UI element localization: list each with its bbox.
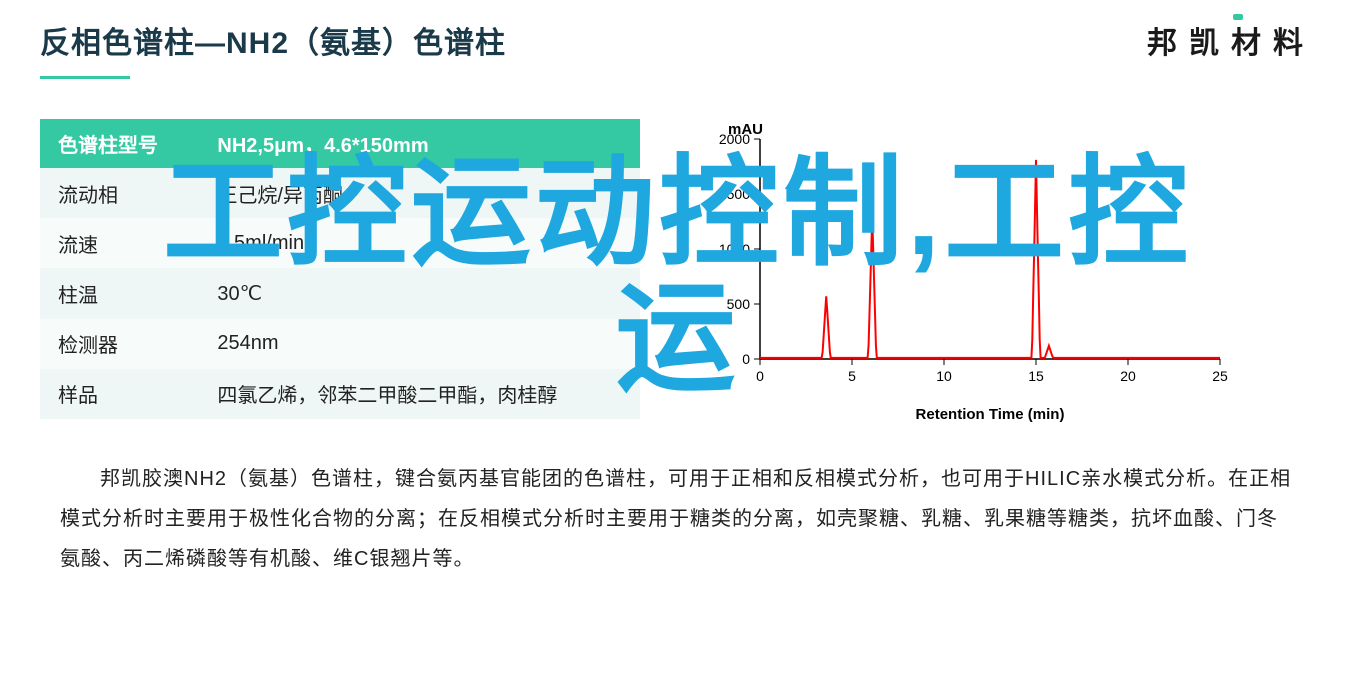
- svg-text:500: 500: [727, 296, 751, 312]
- svg-text:10: 10: [936, 368, 952, 384]
- cell-value: 0.5ml/min: [199, 218, 640, 268]
- th-model-value: NH2,5μm，4.6*150mm: [199, 119, 640, 168]
- chromatogram-chart: mAU 05001000150020000510152025 Retention…: [680, 119, 1240, 419]
- svg-text:0: 0: [742, 351, 750, 367]
- th-model-label: 色谱柱型号: [40, 119, 199, 168]
- table-header-row: 色谱柱型号 NH2,5μm，4.6*150mm: [40, 119, 640, 168]
- cell-label: 检测器: [40, 319, 199, 369]
- cell-value: 30℃: [199, 268, 640, 318]
- chart-y-label: mAU: [728, 121, 763, 138]
- brand-text: 邦凯材料: [1147, 27, 1315, 60]
- table-row: 流速0.5ml/min: [40, 218, 640, 268]
- svg-text:0: 0: [756, 368, 764, 384]
- content-row: 色谱柱型号 NH2,5μm，4.6*150mm 流动相正己烷/异丙酮流速0.5m…: [0, 89, 1355, 419]
- cell-label: 柱温: [40, 268, 199, 318]
- chart-x-label: Retention Time (min): [680, 406, 1240, 423]
- brand-dot-icon: [1233, 14, 1243, 20]
- spec-table: 色谱柱型号 NH2,5μm，4.6*150mm 流动相正己烷/异丙酮流速0.5m…: [40, 119, 640, 419]
- brand-logo: 邦凯材料: [1147, 18, 1315, 62]
- svg-text:5: 5: [848, 368, 856, 384]
- title-underline: [40, 76, 130, 79]
- chart-svg: 05001000150020000510152025: [680, 119, 1240, 399]
- svg-text:1000: 1000: [719, 241, 750, 257]
- table-row: 样品四氯乙烯，邻苯二甲酸二甲酯，肉桂醇: [40, 369, 640, 419]
- cell-value: 四氯乙烯，邻苯二甲酸二甲酯，肉桂醇: [199, 369, 640, 419]
- svg-text:1500: 1500: [719, 186, 750, 202]
- cell-label: 流速: [40, 218, 199, 268]
- description-paragraph: 邦凯胶澳NH2（氨基）色谱柱，键合氨丙基官能团的色谱柱，可用于正相和反相模式分析…: [0, 419, 1355, 579]
- title-block: 反相色谱柱—NH2（氨基）色谱柱: [40, 18, 506, 79]
- table-row: 柱温30℃: [40, 268, 640, 318]
- svg-text:15: 15: [1028, 368, 1044, 384]
- table-row: 流动相正己烷/异丙酮: [40, 168, 640, 218]
- svg-text:25: 25: [1212, 368, 1228, 384]
- cell-value: 254nm: [199, 319, 640, 369]
- table-body: 流动相正己烷/异丙酮流速0.5ml/min柱温30℃检测器254nm样品四氯乙烯…: [40, 168, 640, 419]
- table-row: 检测器254nm: [40, 319, 640, 369]
- page-title: 反相色谱柱—NH2（氨基）色谱柱: [40, 18, 506, 62]
- cell-label: 流动相: [40, 168, 199, 218]
- cell-label: 样品: [40, 369, 199, 419]
- header: 反相色谱柱—NH2（氨基）色谱柱 邦凯材料: [0, 0, 1355, 89]
- svg-text:20: 20: [1120, 368, 1136, 384]
- cell-value: 正己烷/异丙酮: [199, 168, 640, 218]
